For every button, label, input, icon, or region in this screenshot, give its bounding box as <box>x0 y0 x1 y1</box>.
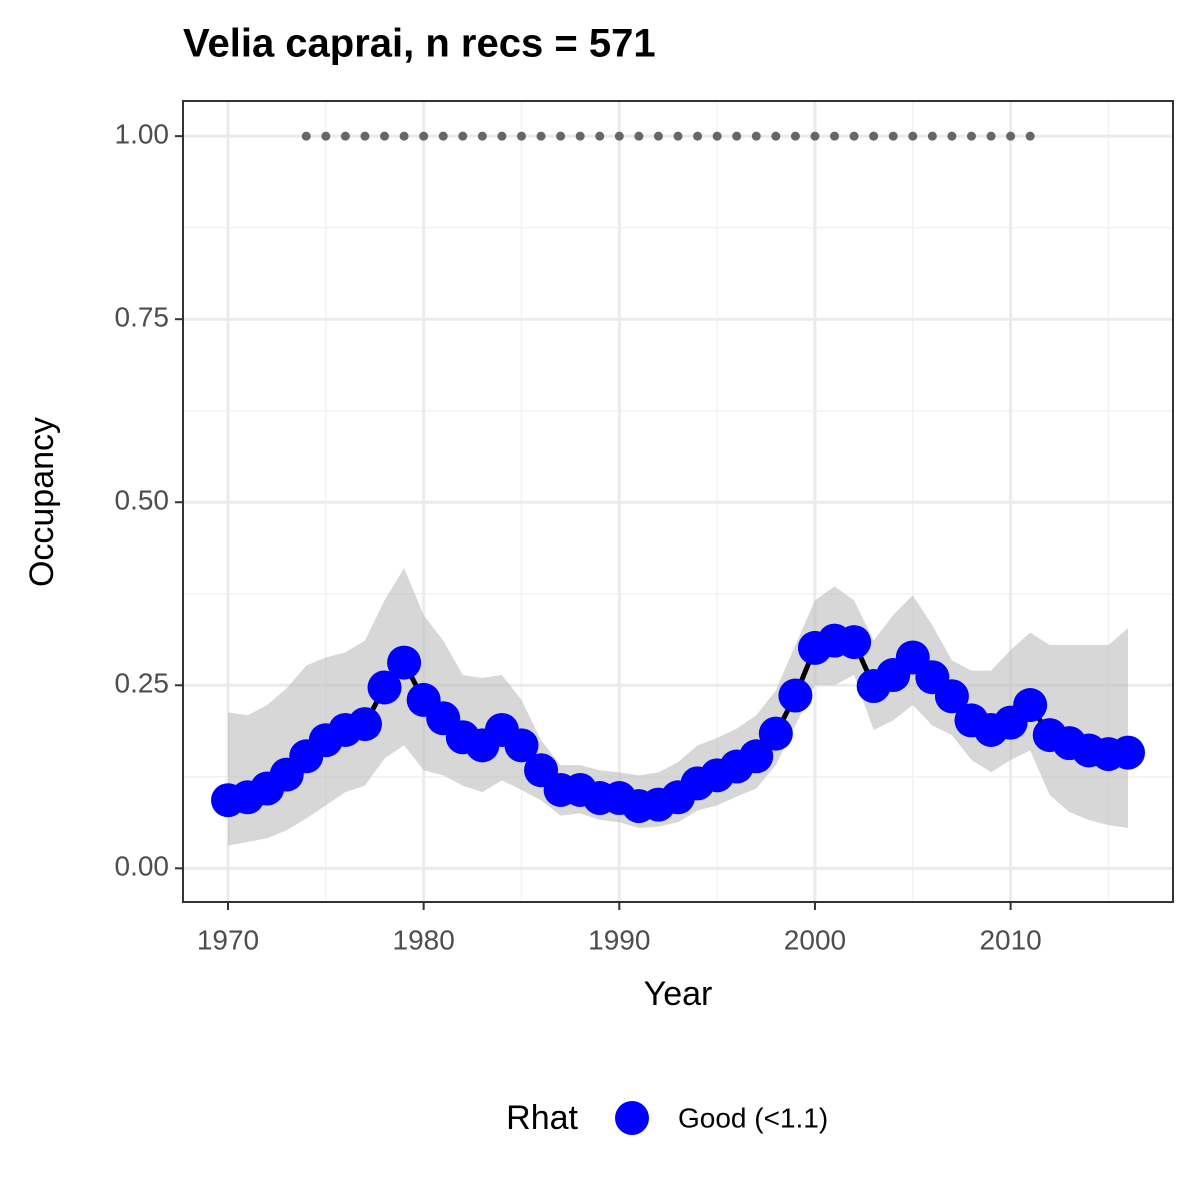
record-dot <box>438 131 448 141</box>
record-dot <box>673 131 683 141</box>
record-dot <box>751 131 761 141</box>
x-tick-label: 1990 <box>588 924 650 955</box>
record-dot <box>497 131 507 141</box>
point <box>1013 688 1048 723</box>
record-dot <box>301 131 311 141</box>
record-dot <box>556 131 566 141</box>
panel-border <box>182 100 1174 903</box>
record-dot <box>458 131 468 141</box>
record-dot <box>888 131 898 141</box>
y-tick-label: 0.00 <box>115 851 170 882</box>
record-dot <box>595 131 605 141</box>
record-dot <box>399 131 409 141</box>
confidence-band <box>228 568 1128 846</box>
record-dot <box>575 131 585 141</box>
point <box>934 679 969 714</box>
record-dot <box>986 131 996 141</box>
record-dot <box>1025 131 1035 141</box>
point <box>504 728 539 763</box>
record-dot <box>908 131 918 141</box>
record-dot <box>810 131 820 141</box>
y-tick-label: 0.50 <box>115 485 170 516</box>
record-dot <box>536 131 546 141</box>
record-dot <box>653 131 663 141</box>
point <box>778 678 813 713</box>
record-dot <box>360 131 370 141</box>
chart-title: Velia caprai, n recs = 571 <box>183 22 656 66</box>
point <box>758 716 793 751</box>
record-dot <box>771 131 781 141</box>
point <box>387 645 422 680</box>
x-tick-label: 1980 <box>393 924 455 955</box>
x-tick-label: 1970 <box>197 924 259 955</box>
y-tick-label: 1.00 <box>115 119 170 150</box>
record-dot <box>869 131 879 141</box>
point <box>739 739 774 774</box>
record-dot <box>693 131 703 141</box>
x-axis-title: Year <box>644 975 713 1013</box>
record-dot <box>477 131 487 141</box>
record-dot <box>380 131 390 141</box>
legend-marker <box>615 1101 649 1135</box>
record-dot <box>321 131 331 141</box>
legend-title: Rhat <box>506 1099 578 1137</box>
legend-label: Good (<1.1) <box>678 1102 828 1133</box>
record-dot <box>1006 131 1016 141</box>
record-dot <box>849 131 859 141</box>
record-dot <box>790 131 800 141</box>
x-tick-label: 2000 <box>784 924 846 955</box>
record-dot <box>712 131 722 141</box>
record-dot <box>634 131 644 141</box>
record-dot <box>927 131 937 141</box>
y-tick-label: 0.25 <box>115 668 170 699</box>
record-dot <box>732 131 742 141</box>
y-axis-title: Occupancy <box>23 417 61 587</box>
record-dot <box>516 131 526 141</box>
x-tick-label: 2010 <box>979 924 1041 955</box>
point <box>347 707 382 742</box>
point <box>837 625 872 660</box>
y-tick-label: 0.75 <box>115 302 170 333</box>
record-dot <box>830 131 840 141</box>
point <box>1111 735 1145 770</box>
point <box>367 670 402 705</box>
record-dot <box>614 131 624 141</box>
record-dot <box>947 131 957 141</box>
record-dot <box>966 131 976 141</box>
record-dot <box>419 131 429 141</box>
record-dot <box>340 131 350 141</box>
